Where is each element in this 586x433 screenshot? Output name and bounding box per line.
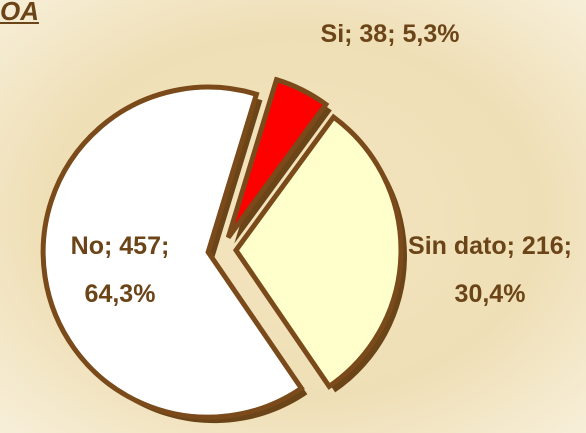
data-label: Si; 38; 5,3%	[320, 20, 460, 48]
chart-title: OA	[0, 0, 39, 26]
slice	[232, 113, 404, 390]
data-label: Sin dato; 216; 30,4%	[408, 232, 572, 308]
data-label: No; 457; 64,3%	[70, 232, 170, 308]
slice	[225, 76, 330, 239]
slice	[40, 84, 305, 420]
